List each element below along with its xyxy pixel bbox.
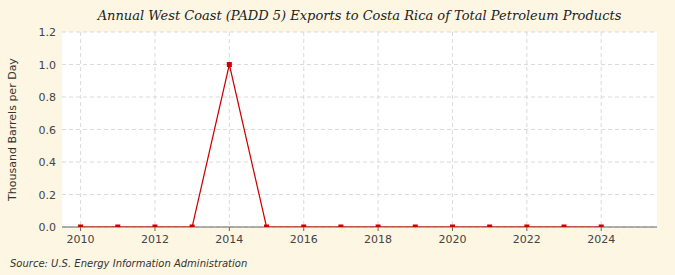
x-tick-label: 2020 xyxy=(438,233,466,246)
marker xyxy=(264,225,269,228)
y-tick-label: 0.2 xyxy=(39,189,57,202)
y-tick-label: 0.4 xyxy=(39,156,57,169)
y-grid-line xyxy=(62,32,657,33)
x-grid-line xyxy=(229,32,230,227)
marker xyxy=(450,225,455,228)
line xyxy=(81,65,602,228)
x-tick xyxy=(154,227,155,231)
x-tick-label: 2016 xyxy=(290,233,318,246)
y-grid-line xyxy=(62,194,657,195)
chart: 0.0 0.2 0.4 0.6 0.8 1.0 1.2 2010 2012 2014 2016 201… xyxy=(0,0,675,275)
series xyxy=(78,62,604,227)
marker xyxy=(190,225,195,228)
x-tick-label: 2024 xyxy=(587,233,615,246)
source: Source: U.S. Energy Information Administ… xyxy=(10,258,247,269)
x-tick xyxy=(526,227,527,231)
axes: 0.0 0.2 0.4 0.6 0.8 1.0 1.2 2010 2012 2014 2016 201… xyxy=(39,26,658,246)
x-tick xyxy=(601,227,602,231)
x-grid-line xyxy=(452,32,453,227)
x-grid-line xyxy=(601,32,602,227)
x-tick-label: 2022 xyxy=(513,233,541,246)
x-grid-line xyxy=(154,32,155,227)
marker xyxy=(152,225,157,228)
x-tick-label: 2012 xyxy=(141,233,169,246)
marker xyxy=(599,225,604,228)
plot-area xyxy=(62,32,657,227)
y-tick-label: 0.6 xyxy=(39,124,57,137)
marker xyxy=(562,225,567,228)
marker xyxy=(115,225,120,228)
grid xyxy=(62,32,657,227)
y-grid-line xyxy=(62,64,657,65)
y-tick-label: 0.0 xyxy=(39,221,57,234)
x-grid-line xyxy=(378,32,379,227)
background xyxy=(0,0,675,275)
x-tick-label: 2010 xyxy=(67,233,95,246)
y-grid-line xyxy=(62,129,657,130)
x-tick xyxy=(303,227,304,231)
marker xyxy=(301,225,306,228)
x-grid-line xyxy=(526,32,527,227)
x-tick xyxy=(229,227,230,231)
x-tick-label: 2014 xyxy=(215,233,243,246)
x-tick-label: 2018 xyxy=(364,233,392,246)
x-grid-line xyxy=(80,32,81,227)
marker xyxy=(376,225,381,228)
y-tick-label: 1.0 xyxy=(39,59,57,72)
marker xyxy=(413,225,418,228)
x-tick xyxy=(452,227,453,231)
marker xyxy=(338,225,343,228)
y-tick-label: 0.8 xyxy=(39,91,57,104)
x-grid-line xyxy=(303,32,304,227)
marker xyxy=(227,62,232,67)
marker xyxy=(487,225,492,228)
title: Annual West Coast (PADD 5) Exports to Co… xyxy=(97,8,622,23)
marker xyxy=(78,225,83,228)
y-grid-line xyxy=(62,97,657,98)
y-axis-label: Thousand Barrels per Day xyxy=(6,58,19,202)
x-tick xyxy=(378,227,379,231)
marker xyxy=(524,225,529,228)
y-grid-line xyxy=(62,162,657,163)
x-tick xyxy=(80,227,81,231)
y-tick-label: 1.2 xyxy=(39,26,57,39)
